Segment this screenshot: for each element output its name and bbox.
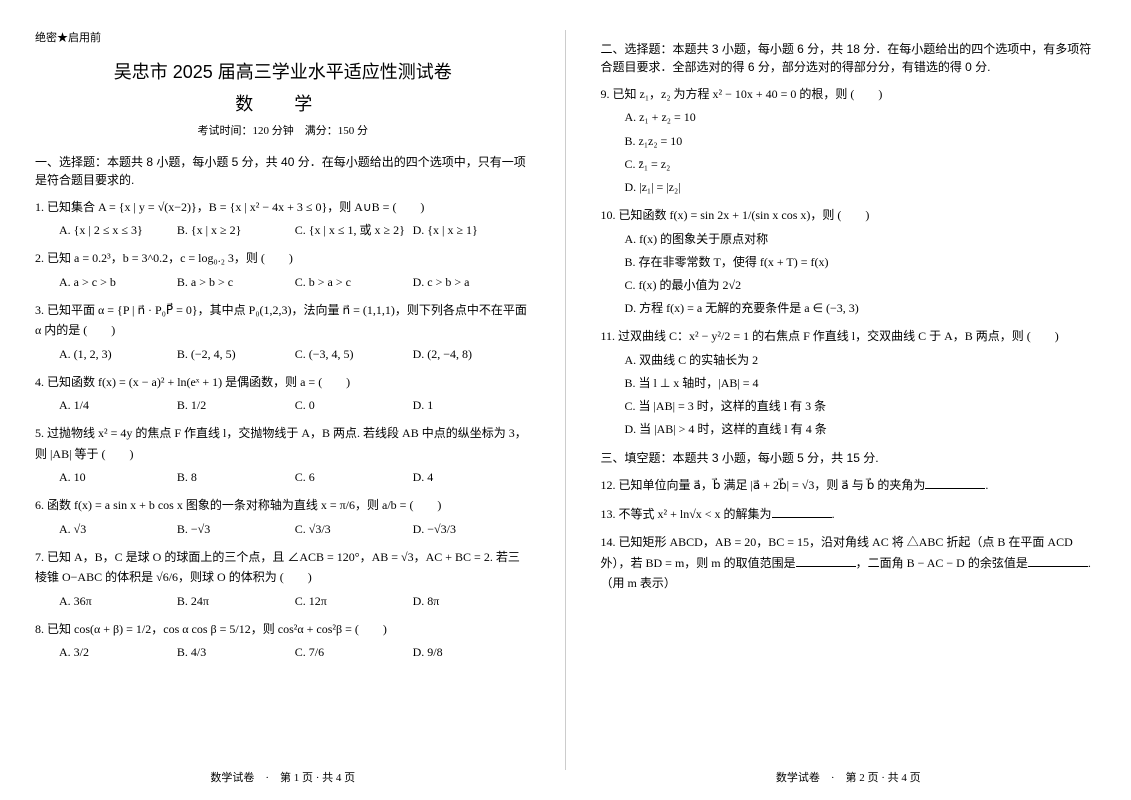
q4-opt-b: B. 1/2	[177, 396, 295, 415]
q2-opt-c: C. b > a > c	[295, 273, 413, 292]
q11-opt-a: A. 双曲线 C 的实轴长为 2	[625, 351, 1097, 370]
question-13: 13. 不等式 x² + ln√x < x 的解集为.	[601, 504, 1097, 524]
q4-opt-c: C. 0	[295, 396, 413, 415]
q11-options: A. 双曲线 C 的实轴长为 2 B. 当 l ⊥ x 轴时，|AB| = 4 …	[625, 351, 1097, 440]
q5-opt-d: D. 4	[413, 468, 531, 487]
time-info: 考试时间：120 分钟 满分：150 分	[35, 123, 531, 141]
question-5: 5. 过抛物线 x² = 4y 的焦点 F 作直线 l，交抛物线于 A，B 两点…	[35, 423, 531, 464]
q12-blank	[925, 476, 985, 489]
question-7: 7. 已知 A，B，C 是球 O 的球面上的三个点，且 ∠ACB = 120°，…	[35, 547, 531, 588]
q6-opt-a: A. √3	[59, 520, 177, 539]
q8-opt-a: A. 3/2	[59, 643, 177, 662]
subject-title: 数 学	[35, 90, 531, 119]
q8-opt-b: B. 4/3	[177, 643, 295, 662]
section-1-head: 一、选择题：本题共 8 小题，每小题 5 分，共 40 分．在每小题给出的四个选…	[35, 153, 531, 189]
question-4: 4. 已知函数 f(x) = (x − a)² + ln(eˣ + 1) 是偶函…	[35, 372, 531, 392]
q4-options: A. 1/4 B. 1/2 C. 0 D. 1	[59, 396, 531, 415]
q4-opt-a: A. 1/4	[59, 396, 177, 415]
q14-text-b: ，二面角 B − AC − D 的余弦值是	[856, 556, 1028, 570]
q3-options: A. (1, 2, 3) B. (−2, 4, 5) C. (−3, 4, 5)…	[59, 345, 531, 364]
question-6: 6. 函数 f(x) = a sin x + b cos x 图象的一条对称轴为…	[35, 495, 531, 515]
q1-options: A. {x | 2 ≤ x ≤ 3} B. {x | x ≥ 2} C. {x …	[59, 221, 531, 240]
q1-opt-d: D. {x | x ≥ 1}	[413, 221, 531, 240]
page-2: 二、选择题：本题共 3 小题，每小题 6 分，共 18 分．在每小题给出的四个选…	[566, 0, 1131, 800]
q7-opt-b: B. 24π	[177, 592, 295, 611]
section-3-head: 三、填空题：本题共 3 小题，每小题 5 分，共 15 分.	[601, 449, 1097, 467]
q6-options: A. √3 B. −√3 C. √3/3 D. −√3/3	[59, 520, 531, 539]
q3-opt-a: A. (1, 2, 3)	[59, 345, 177, 364]
q12-text: 12. 已知单位向量 a⃗，b⃗ 满足 |a⃗ + 2b⃗| = √3，则 a⃗…	[601, 478, 926, 492]
q6-opt-c: C. √3/3	[295, 520, 413, 539]
q4-opt-d: D. 1	[413, 396, 531, 415]
q11-opt-d: D. 当 |AB| > 4 时，这样的直线 l 有 4 条	[625, 420, 1097, 439]
q5-opt-c: C. 6	[295, 468, 413, 487]
q8-opt-d: D. 9/8	[413, 643, 531, 662]
q2-options: A. a > c > b B. a > b > c C. b > a > c D…	[59, 273, 531, 292]
section-2-head: 二、选择题：本题共 3 小题，每小题 6 分，共 18 分．在每小题给出的四个选…	[601, 40, 1097, 76]
q7-opt-d: D. 8π	[413, 592, 531, 611]
q6-opt-d: D. −√3/3	[413, 520, 531, 539]
q7-opt-c: C. 12π	[295, 592, 413, 611]
q14-blank-1	[796, 554, 856, 567]
q5-opt-b: B. 8	[177, 468, 295, 487]
q8-options: A. 3/2 B. 4/3 C. 7/6 D. 9/8	[59, 643, 531, 662]
q10-opt-a: A. f(x) 的图象关于原点对称	[625, 230, 1097, 249]
q7-opt-a: A. 36π	[59, 592, 177, 611]
q1-opt-b: B. {x | x ≥ 2}	[177, 221, 295, 240]
q9-opt-a: A. z₁ + z₂ = 10	[625, 108, 1097, 127]
q10-opt-c: C. f(x) 的最小值为 2√2	[625, 276, 1097, 295]
q5-opt-a: A. 10	[59, 468, 177, 487]
q11-opt-b: B. 当 l ⊥ x 轴时，|AB| = 4	[625, 374, 1097, 393]
question-12: 12. 已知单位向量 a⃗，b⃗ 满足 |a⃗ + 2b⃗| = √3，则 a⃗…	[601, 475, 1097, 495]
q14-blank-2	[1028, 554, 1088, 567]
exam-title: 吴忠市 2025 届高三学业水平适应性测试卷	[35, 58, 531, 87]
q5-options: A. 10 B. 8 C. 6 D. 4	[59, 468, 531, 487]
q3-opt-d: D. (2, −4, 8)	[413, 345, 531, 364]
q9-opt-d: D. |z₁| = |z₂|	[625, 178, 1097, 197]
page-1: 绝密★启用前 吴忠市 2025 届高三学业水平适应性测试卷 数 学 考试时间：1…	[0, 0, 566, 800]
q11-opt-c: C. 当 |AB| = 3 时，这样的直线 l 有 3 条	[625, 397, 1097, 416]
question-2: 2. 已知 a = 0.2³，b = 3^0.2，c = log₀.₂ 3，则 …	[35, 248, 531, 268]
question-9: 9. 已知 z₁，z₂ 为方程 x² − 10x + 40 = 0 的根，则 (…	[601, 84, 1097, 104]
q2-opt-a: A. a > c > b	[59, 273, 177, 292]
q13-blank	[772, 505, 832, 518]
question-3: 3. 已知平面 α = {P | n⃗ · P₀P⃗ = 0}，其中点 P₀(1…	[35, 300, 531, 341]
page-2-footer: 数学试卷 · 第 2 页 · 共 4 页	[566, 770, 1131, 788]
q2-opt-d: D. c > b > a	[413, 273, 531, 292]
page-1-footer: 数学试卷 · 第 1 页 · 共 4 页	[0, 770, 566, 788]
q6-opt-b: B. −√3	[177, 520, 295, 539]
question-14: 14. 已知矩形 ABCD，AB = 20，BC = 15，沿对角线 AC 将 …	[601, 532, 1097, 593]
q3-opt-b: B. (−2, 4, 5)	[177, 345, 295, 364]
question-1: 1. 已知集合 A = {x | y = √(x−2)}，B = {x | x²…	[35, 197, 531, 217]
question-10: 10. 已知函数 f(x) = sin 2x + 1/(sin x cos x)…	[601, 205, 1097, 225]
q3-opt-c: C. (−3, 4, 5)	[295, 345, 413, 364]
q1-opt-a: A. {x | 2 ≤ x ≤ 3}	[59, 221, 177, 240]
q9-options: A. z₁ + z₂ = 10 B. z₁z₂ = 10 C. z̄₁ = z₂…	[625, 108, 1097, 197]
q9-opt-b: B. z₁z₂ = 10	[625, 132, 1097, 151]
q9-opt-c: C. z̄₁ = z₂	[625, 155, 1097, 174]
q13-text: 13. 不等式 x² + ln√x < x 的解集为	[601, 507, 772, 521]
question-8: 8. 已知 cos(α + β) = 1/2，cos α cos β = 5/1…	[35, 619, 531, 639]
question-11: 11. 过双曲线 C：x² − y²/2 = 1 的右焦点 F 作直线 l，交双…	[601, 326, 1097, 346]
q10-options: A. f(x) 的图象关于原点对称 B. 存在非零常数 T，使得 f(x + T…	[625, 230, 1097, 319]
secrecy-note: 绝密★启用前	[35, 30, 531, 48]
q7-options: A. 36π B. 24π C. 12π D. 8π	[59, 592, 531, 611]
q8-opt-c: C. 7/6	[295, 643, 413, 662]
q1-opt-c: C. {x | x ≤ 1, 或 x ≥ 2}	[295, 221, 413, 240]
q2-opt-b: B. a > b > c	[177, 273, 295, 292]
q10-opt-d: D. 方程 f(x) = a 无解的充要条件是 a ∈ (−3, 3)	[625, 299, 1097, 318]
q10-opt-b: B. 存在非零常数 T，使得 f(x + T) = f(x)	[625, 253, 1097, 272]
